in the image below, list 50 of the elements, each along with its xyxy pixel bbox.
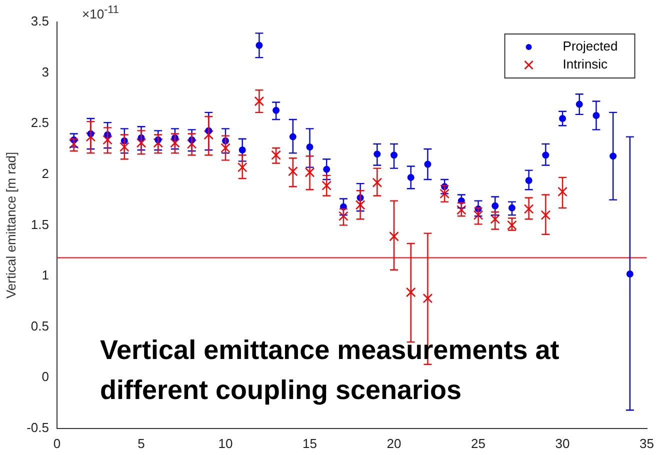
y-axis-title: Vertical emittance [m rad] [3,152,18,299]
point [254,96,264,106]
x-tick-label: 25 [471,436,486,451]
point [372,178,382,188]
y-tick-label: 0 [42,369,49,384]
y-tick-label: 3.5 [30,14,49,29]
y-tick-label: 1.5 [30,216,49,232]
y-tick-label: 1 [42,268,49,283]
point [406,287,416,298]
point [440,188,450,199]
point [304,167,315,178]
point [237,162,248,172]
point [170,138,180,148]
point [338,211,348,221]
point [558,186,568,197]
y-tick-label: 2 [42,166,49,181]
point [507,220,517,230]
y-tick-label: 2.5 [30,115,49,130]
point [136,138,146,148]
x-tick-label: 5 [138,436,145,451]
x-tick-label: 20 [386,436,402,451]
legend-label: Projected [562,38,618,54]
point [186,139,197,149]
point [271,150,281,160]
y-tick-label: -0.5 [26,420,49,435]
point [288,166,298,176]
legend-label: Intrinsic [562,56,608,72]
y-tick-label: 0.5 [30,318,49,334]
point [86,132,96,142]
point [204,130,214,140]
x-tick-label: 35 [640,436,654,451]
point [322,180,332,190]
x-tick-label: 30 [555,436,570,451]
x-tick-label: 10 [218,436,233,451]
point [68,139,79,149]
point [473,210,484,220]
point [490,214,500,224]
point [389,231,399,242]
point [102,134,112,145]
point [153,138,163,148]
point [422,293,433,304]
point [220,143,230,153]
point [355,200,366,210]
point [540,210,551,220]
point [524,204,534,214]
x-tick-label: 15 [302,436,317,451]
y-tick-label: 3 [42,64,49,80]
x-tick-label: 0 [53,436,61,451]
text: ×10$^{-11}$ [82,4,119,22]
point [120,142,130,152]
